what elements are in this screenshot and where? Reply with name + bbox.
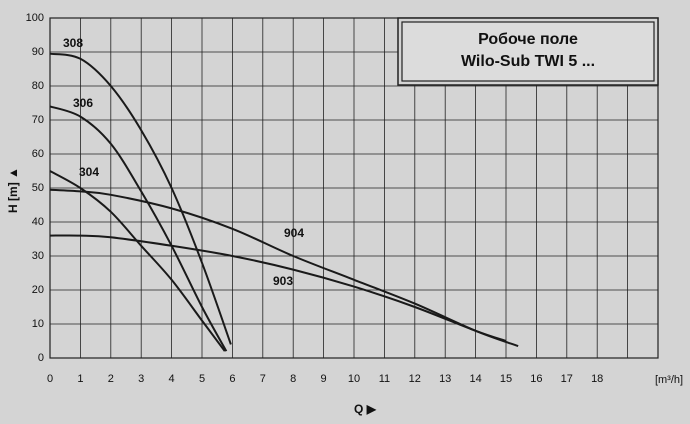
x-tick-label: 8 <box>290 373 296 385</box>
y-tick-label: 90 <box>32 46 44 58</box>
y-tick-label: 80 <box>32 80 44 92</box>
series-label: 903 <box>273 274 293 288</box>
x-tick-label: 10 <box>348 373 360 385</box>
y-tick-label: 60 <box>32 148 44 160</box>
x-tick-label: 14 <box>469 373 481 385</box>
curve <box>49 52 232 345</box>
x-tick-label: 18 <box>591 373 603 385</box>
x-tick-label: 13 <box>439 373 451 385</box>
series-label: 304 <box>79 165 99 179</box>
curve <box>49 188 519 348</box>
chart-title: Wilo-Sub TWI 5 ... <box>461 53 595 70</box>
x-tick-label: 12 <box>409 373 421 385</box>
curve <box>49 234 507 342</box>
x-unit: [m³/h] <box>655 374 683 386</box>
series-label: 904 <box>284 226 304 240</box>
y-tick-label: 30 <box>32 250 44 262</box>
x-axis-label: Q ▶ <box>354 402 377 416</box>
x-tick-label: 1 <box>77 373 83 385</box>
x-tick-label: 16 <box>530 373 542 385</box>
y-tick-label: 40 <box>32 216 44 228</box>
x-tick-label: 15 <box>500 373 512 385</box>
series-label: 306 <box>73 96 93 110</box>
title-box-inner <box>401 21 655 82</box>
x-tick-label: 9 <box>321 373 327 385</box>
y-tick-label: 100 <box>26 12 44 24</box>
x-tick-label: 2 <box>108 373 114 385</box>
x-tick-label: 4 <box>169 373 175 385</box>
curve <box>49 170 226 352</box>
x-tick-label: 3 <box>138 373 144 385</box>
y-tick-label: 0 <box>38 352 44 364</box>
y-tick-label: 10 <box>32 318 44 330</box>
x-tick-label: 5 <box>199 373 205 385</box>
y-tick-label: 20 <box>32 284 44 296</box>
y-axis-label: H [m] ▲ <box>6 167 20 213</box>
x-tick-label: 11 <box>379 373 390 385</box>
chart-title: Робоче поле <box>478 31 578 48</box>
x-tick-label: 17 <box>561 373 573 385</box>
x-tick-label: 0 <box>47 373 53 385</box>
series-label: 308 <box>63 36 83 50</box>
y-tick-label: 50 <box>32 182 44 194</box>
y-tick-label: 70 <box>32 114 44 126</box>
x-tick-label: 6 <box>229 373 235 385</box>
curve <box>49 105 228 352</box>
x-tick-label: 7 <box>260 373 266 385</box>
